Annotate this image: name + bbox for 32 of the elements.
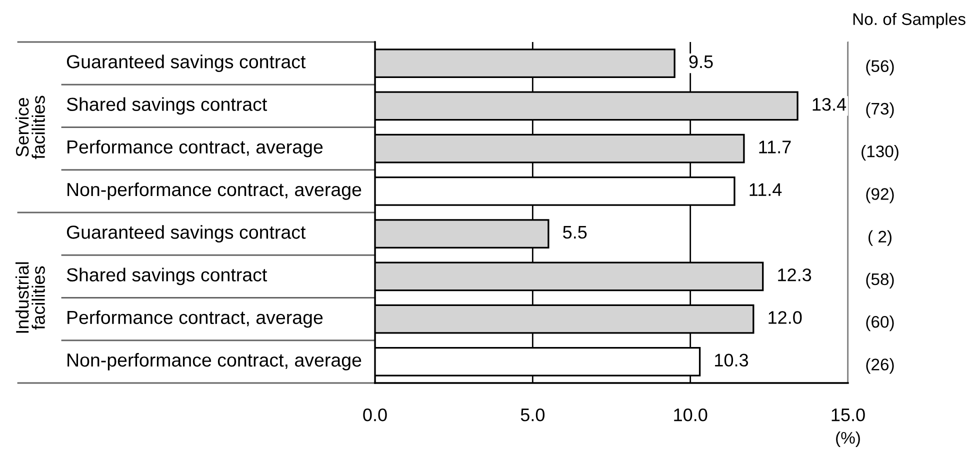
text: Service facilities xyxy=(15,96,45,160)
x-tick-label: 5.0 xyxy=(520,408,545,422)
data-label: 5.5 xyxy=(563,226,587,239)
text: (73) xyxy=(866,102,894,118)
y-tick-label: Shared savings contract xyxy=(66,268,268,286)
y-tick-label: Non-performance contract, average xyxy=(68,182,362,200)
data-label: 9.5 xyxy=(689,55,713,68)
y-tick-label: Performance contract, average xyxy=(68,140,323,158)
text: (56) xyxy=(866,60,894,76)
y-tick-label: Guaranteed savings contract xyxy=(66,225,306,243)
x-tick-label: 10.0 xyxy=(674,408,708,422)
text: (60) xyxy=(866,316,894,332)
data-label: 12.0 xyxy=(768,311,802,324)
text: ( 2) xyxy=(868,230,892,246)
x-axis-title: (%) xyxy=(836,431,860,448)
text: No. of Samples xyxy=(853,12,966,28)
data-label: 11.4 xyxy=(750,183,782,196)
y-tick-label: Non-performance contract, average xyxy=(68,352,362,370)
text: (92) xyxy=(866,188,894,204)
data-label: 11.7 xyxy=(759,140,791,154)
y-tick-label: Shared savings contract xyxy=(66,97,268,115)
data-label: 13.4 xyxy=(812,98,846,111)
data-label: 10.3 xyxy=(715,354,748,367)
text: Industrial facilities xyxy=(15,262,45,333)
x-tick-label: 15.0 xyxy=(832,408,865,422)
text: (130) xyxy=(862,145,898,161)
y-tick-label: Guaranteed savings contract xyxy=(66,54,306,72)
x-tick-label: 0.0 xyxy=(363,408,387,422)
text: (58) xyxy=(866,272,894,288)
text: (26) xyxy=(866,358,894,374)
data-label: 12.3 xyxy=(778,268,812,282)
y-tick-label: Performance contract, average xyxy=(68,310,323,328)
